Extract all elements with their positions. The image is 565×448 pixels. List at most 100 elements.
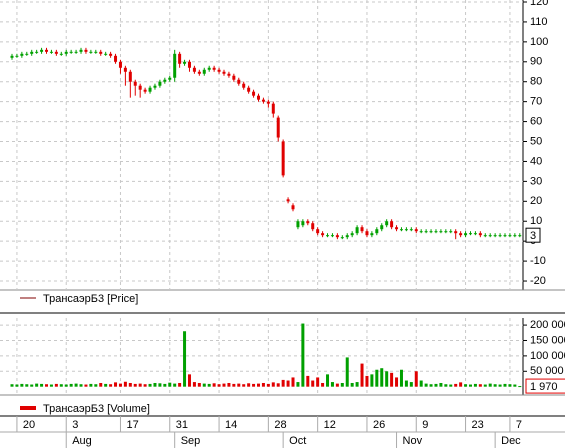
volume-bar	[59, 384, 63, 387]
candle-body	[513, 235, 517, 237]
candle-body	[40, 49, 44, 52]
candle-body	[153, 85, 157, 88]
legend-label: ТрансаэрБ3 [Volume]	[43, 403, 150, 415]
volume-bar	[326, 374, 330, 387]
volume-bar	[434, 383, 438, 387]
candle-body	[409, 229, 413, 231]
volume-bar	[311, 380, 315, 387]
volume-bar	[143, 384, 147, 387]
volume-bar	[340, 382, 344, 387]
candle-body	[503, 235, 507, 237]
volume-bar	[459, 382, 463, 387]
month-label: Dec	[501, 435, 521, 447]
candle-body	[257, 95, 260, 100]
volume-bar	[168, 382, 172, 387]
x-tick-label: 20	[23, 419, 35, 431]
volume-bar	[69, 383, 73, 387]
candle-body	[478, 233, 482, 236]
candle-body	[261, 99, 265, 102]
candle-body	[449, 231, 453, 233]
candle-body	[439, 231, 443, 233]
y-tick-label: 150 000	[530, 334, 565, 346]
volume-bar	[483, 384, 487, 387]
candle-body	[35, 51, 39, 53]
volume-bar	[399, 369, 403, 387]
volume-bar	[217, 384, 221, 387]
volume-bar	[202, 383, 206, 387]
volume-bar	[158, 383, 162, 387]
candle-body	[355, 227, 359, 234]
volume-bar	[473, 383, 477, 387]
candle-body	[390, 221, 394, 228]
candle-body	[276, 117, 280, 138]
volume-bar	[133, 383, 137, 387]
y-tick-label: 50 000	[530, 365, 564, 377]
volume-bar	[138, 383, 142, 387]
volume-bar	[257, 383, 260, 387]
volume-bar	[222, 383, 226, 387]
candle-body	[30, 51, 34, 54]
candle-body	[419, 231, 423, 233]
volume-bar	[449, 384, 453, 387]
candle-body	[222, 71, 226, 74]
candle-body	[109, 53, 113, 56]
candle-body	[202, 69, 206, 74]
candle-body	[301, 221, 305, 226]
legend-label: ТрансаэрБ3 [Price]	[43, 293, 138, 305]
candle-body	[207, 67, 211, 70]
candle-body	[360, 227, 364, 232]
volume-bar	[276, 383, 280, 387]
candle-body	[414, 229, 418, 232]
volume-bar	[212, 383, 216, 387]
volume-bar	[30, 384, 34, 387]
candle-body	[94, 51, 98, 53]
candle-body	[10, 55, 14, 58]
volume-bar	[79, 384, 83, 387]
candle-body	[424, 231, 428, 233]
volume-bar	[330, 382, 334, 387]
y-tick-label: -20	[530, 275, 546, 287]
candle-body	[54, 51, 58, 54]
volume-bar	[54, 383, 58, 387]
x-tick-label: 26	[373, 419, 385, 431]
candle-body	[247, 87, 251, 92]
candle-body	[380, 225, 384, 230]
volume-bar	[375, 369, 379, 387]
candle-body	[187, 61, 191, 68]
volume-bar	[153, 382, 157, 387]
candle-body	[281, 141, 285, 176]
candle-body	[345, 235, 349, 238]
price-panel	[0, 0, 523, 290]
candle-body	[291, 205, 295, 210]
candle-body	[158, 81, 162, 86]
month-label: Nov	[403, 435, 423, 447]
volume-bar	[508, 384, 512, 387]
volume-bar	[247, 383, 251, 387]
candle-body	[64, 51, 68, 54]
y-tick-label: 100	[530, 36, 548, 48]
volume-bar	[370, 374, 374, 387]
candle-body	[212, 67, 216, 70]
volume-bar	[316, 377, 320, 387]
volume-bar	[478, 384, 482, 387]
last-value-label: 1 970	[530, 381, 558, 393]
candle-body	[227, 73, 231, 76]
volume-bar	[261, 382, 265, 387]
x-tick-label: 9	[422, 419, 428, 431]
volume-bar	[128, 382, 132, 387]
candle-body	[59, 53, 63, 55]
volume-bar	[291, 377, 295, 387]
candle-body	[242, 83, 246, 88]
candle-body	[74, 51, 78, 53]
volume-bar	[454, 383, 458, 387]
x-tick-label: 14	[225, 419, 237, 431]
volume-bar	[118, 383, 122, 387]
volume-bar	[395, 377, 399, 387]
candle-body	[286, 199, 290, 202]
y-tick-label: 10	[530, 215, 542, 227]
volume-bar	[25, 384, 29, 387]
y-tick-label: 100 000	[530, 350, 565, 362]
candle-body	[335, 235, 339, 238]
last-value-label: 3	[530, 230, 536, 242]
y-tick-label: 200 000	[530, 319, 565, 331]
